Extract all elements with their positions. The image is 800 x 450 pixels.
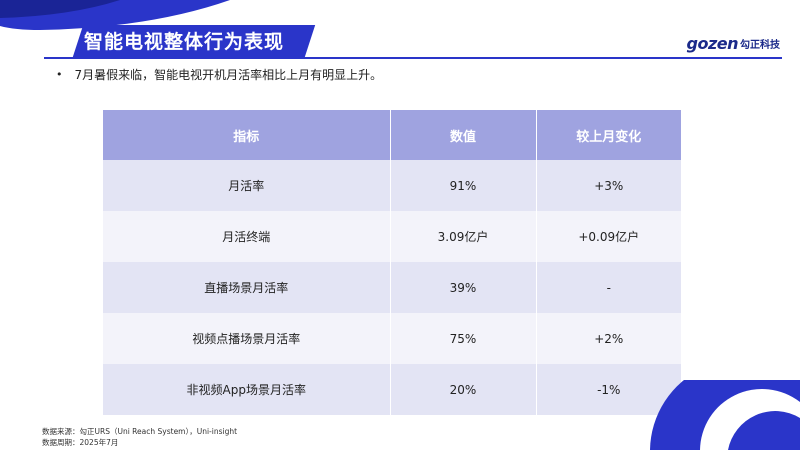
corner-arc-decoration xyxy=(650,380,800,450)
cell-value: 91% xyxy=(390,160,537,211)
metrics-table: 指标 数值 较上月变化 月活率 91% +3% 月活终端 3.09亿户 +0.0… xyxy=(103,110,681,415)
cell-metric: 非视频App场景月活率 xyxy=(103,364,391,415)
corner-decoration xyxy=(0,0,230,30)
cell-change: +0.09亿户 xyxy=(536,211,681,262)
bullet-dot-icon: • xyxy=(56,68,63,81)
cell-value: 75% xyxy=(390,313,537,364)
summary-bullet: • 7月暑假来临，智能电视开机月活率相比上月有明显上升。 xyxy=(56,66,382,83)
table-row: 月活终端 3.09亿户 +0.09亿户 xyxy=(103,211,681,262)
header-value: 数值 xyxy=(390,110,537,160)
cell-value: 20% xyxy=(390,364,537,415)
table-row: 直播场景月活率 39% - xyxy=(103,262,681,313)
header-metric: 指标 xyxy=(103,110,391,160)
cell-metric: 月活终端 xyxy=(103,211,391,262)
table-header-row: 指标 数值 较上月变化 xyxy=(103,110,681,160)
cell-metric: 视频点播场景月活率 xyxy=(103,313,391,364)
data-period-note: 数据周期：2025年7月 xyxy=(42,438,119,447)
cell-metric: 直播场景月活率 xyxy=(103,262,391,313)
cell-change: - xyxy=(536,262,681,313)
cell-change: +3% xyxy=(536,160,681,211)
bullet-text: 7月暑假来临，智能电视开机月活率相比上月有明显上升。 xyxy=(74,68,383,82)
table-row: 非视频App场景月活率 20% -1% xyxy=(103,364,681,415)
logo-wordmark: gozen xyxy=(686,33,739,53)
cell-value: 39% xyxy=(390,262,537,313)
cell-value: 3.09亿户 xyxy=(390,211,537,262)
header-change: 较上月变化 xyxy=(536,110,681,160)
logo-cn-text: 勾正科技 xyxy=(740,39,780,51)
company-logo: gozen 勾正科技 xyxy=(687,33,781,53)
cell-metric: 月活率 xyxy=(103,160,391,211)
page-title: 智能电视整体行为表现 xyxy=(84,31,285,53)
cell-change: +2% xyxy=(536,313,681,364)
cell-change: -1% xyxy=(536,364,681,415)
table-row: 月活率 91% +3% xyxy=(103,160,681,211)
header-divider xyxy=(44,57,782,59)
data-source-note: 数据来源：勾正URS（Uni Reach System），Uni-insight xyxy=(42,427,238,436)
table-row: 视频点播场景月活率 75% +2% xyxy=(103,313,681,364)
